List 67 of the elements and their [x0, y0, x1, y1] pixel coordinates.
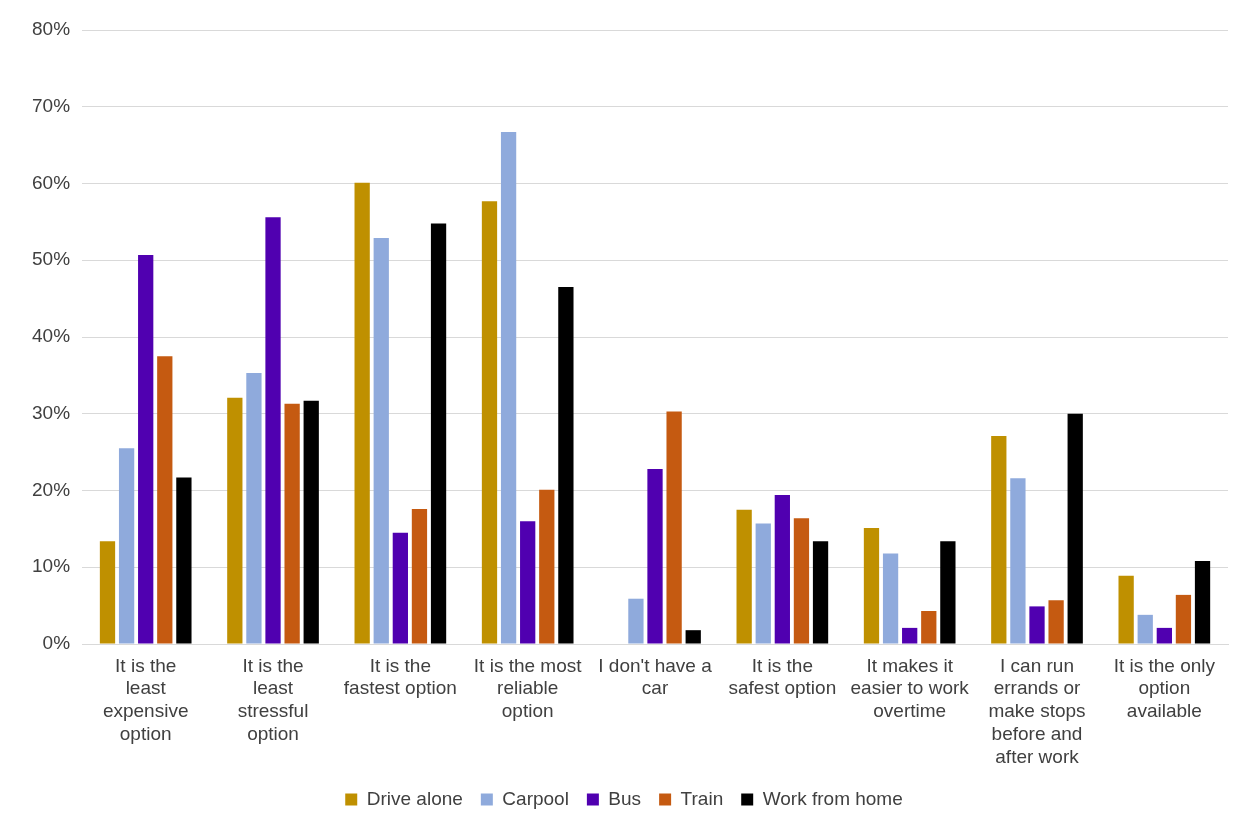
bar: [227, 397, 243, 644]
x-tick-label: It is the fastest option: [343, 654, 457, 699]
bar: [303, 400, 319, 644]
x-tick-label: It makes it easier to work overtime: [850, 654, 970, 722]
bar: [755, 523, 771, 644]
bar: [1175, 594, 1192, 644]
bar: [863, 528, 880, 644]
y-tick-label: 80%: [32, 18, 71, 40]
bar: [99, 541, 116, 644]
bar: [774, 495, 790, 644]
bar: [284, 403, 300, 644]
y-tick-label: 20%: [32, 478, 71, 500]
bar: [430, 223, 447, 644]
bar: [685, 630, 701, 644]
legend-label: Carpool: [502, 787, 569, 809]
bar: [647, 469, 663, 644]
x-tick-label: It is the only option available: [1113, 654, 1216, 722]
bar: [373, 237, 389, 644]
bar: [1118, 575, 1134, 644]
y-tick-label: 70%: [32, 94, 71, 116]
bar: [812, 541, 829, 644]
bar: [882, 553, 899, 644]
bar: [539, 489, 555, 644]
y-tick-label: 30%: [32, 401, 71, 423]
bar: [500, 132, 517, 644]
legend-label: Train: [680, 787, 724, 809]
x-tick-label: I don't have a car: [598, 654, 713, 699]
bar: [1137, 614, 1153, 644]
x-tick-label: I can run errands or make stops before and after work: [988, 654, 1086, 767]
bar: [991, 436, 1007, 644]
bar: [138, 254, 154, 644]
y-tick-label: 60%: [32, 171, 71, 193]
bar: [628, 598, 644, 644]
bar: [940, 541, 956, 644]
bar: [118, 448, 135, 644]
bar: [1067, 413, 1083, 644]
bar: [265, 217, 281, 644]
bar: [354, 182, 370, 644]
bar: [392, 532, 408, 644]
bar: [736, 509, 752, 644]
x-tick-label: It is the safest option: [728, 654, 837, 699]
bar: [1048, 600, 1064, 644]
legend-label: Work from home: [762, 787, 903, 809]
bar: [558, 287, 574, 644]
y-tick-label: 0%: [42, 632, 71, 654]
bar: [666, 411, 682, 644]
bar: [793, 518, 810, 644]
y-tick-label: 10%: [32, 555, 71, 577]
y-tick-label: 50%: [32, 248, 71, 270]
bar: [157, 356, 173, 644]
legend-label: Bus: [608, 787, 642, 809]
bar: [1010, 478, 1026, 644]
bar: [411, 508, 428, 644]
x-tick-label: It is the least expensive option: [102, 654, 189, 745]
bar: [1194, 561, 1211, 644]
bar: [176, 477, 192, 644]
bar: [1029, 606, 1045, 644]
bar: [921, 611, 937, 644]
bar: [1156, 627, 1172, 644]
bar: [481, 201, 498, 644]
y-tick-label: 40%: [32, 325, 71, 347]
x-tick-label: It is the least stressful option: [237, 654, 309, 745]
bar: [520, 521, 536, 644]
x-tick-label: It is the most reliable option: [473, 654, 583, 722]
bar: [246, 373, 262, 644]
bar: [902, 627, 918, 644]
legend-label: Drive alone: [366, 787, 463, 809]
